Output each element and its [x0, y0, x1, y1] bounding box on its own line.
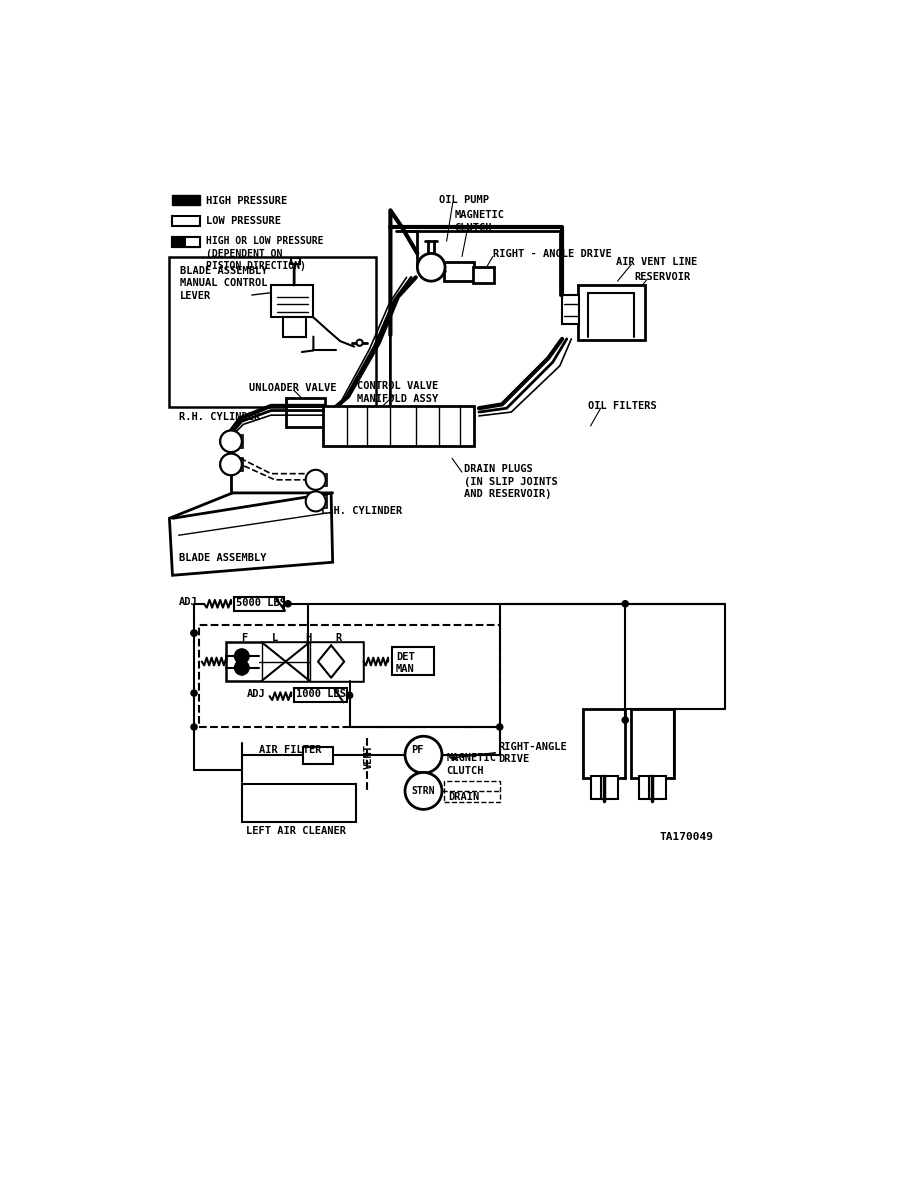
Circle shape: [191, 723, 197, 731]
Text: AIR FILTER: AIR FILTER: [260, 746, 322, 756]
Bar: [271, 285, 313, 317]
Text: ADJ: ADJ: [246, 689, 265, 700]
Circle shape: [220, 430, 241, 453]
Text: LOW PRESSURE: LOW PRESSURE: [207, 216, 281, 227]
Circle shape: [220, 454, 241, 475]
Bar: [231, 459, 243, 472]
Bar: [286, 398, 325, 428]
Bar: [323, 406, 474, 446]
Bar: [294, 689, 346, 702]
Text: STRN: STRN: [412, 786, 435, 796]
Text: AIR VENT LINE: AIR VENT LINE: [616, 257, 698, 266]
Text: TA170049: TA170049: [660, 832, 714, 842]
Text: CONTROL VALVE
MANIFOLD ASSY: CONTROL VALVE MANIFOLD ASSY: [357, 381, 439, 404]
Text: OIL PUMP: OIL PUMP: [439, 195, 489, 204]
Circle shape: [356, 340, 363, 346]
Bar: [444, 261, 474, 282]
Circle shape: [405, 737, 442, 773]
Circle shape: [306, 492, 326, 511]
Circle shape: [191, 630, 197, 636]
Bar: [231, 435, 243, 448]
Text: F: F: [241, 633, 247, 643]
Bar: [316, 495, 327, 507]
Text: VENT: VENT: [364, 744, 374, 769]
Text: UNLOADER VALVE: UNLOADER VALVE: [250, 383, 337, 393]
Bar: [173, 195, 200, 206]
Bar: [199, 625, 499, 727]
Text: HIGH OR LOW PRESSURE
(DEPENDENT ON
PISTON DIRECTION): HIGH OR LOW PRESSURE (DEPENDENT ON PISTO…: [207, 236, 324, 271]
Bar: [590, 776, 618, 800]
Bar: [316, 474, 327, 486]
Bar: [639, 776, 666, 800]
Bar: [241, 784, 356, 822]
Polygon shape: [170, 493, 332, 575]
Circle shape: [235, 661, 249, 675]
Text: DET
MAN: DET MAN: [396, 651, 415, 674]
Bar: [173, 236, 186, 247]
Bar: [262, 643, 309, 681]
Text: L.H. CYLINDER: L.H. CYLINDER: [321, 506, 402, 516]
Text: RIGHT-ANGLE
DRIVE: RIGHT-ANGLE DRIVE: [498, 741, 567, 764]
Circle shape: [497, 723, 503, 731]
Bar: [444, 781, 499, 802]
Circle shape: [220, 454, 241, 475]
Circle shape: [622, 601, 628, 607]
Circle shape: [235, 649, 249, 663]
Text: BLADE ASSEMBLY: BLADE ASSEMBLY: [179, 552, 266, 563]
Text: DRAIN PLUGS
(IN SLIP JOINTS
AND RESERVOIR): DRAIN PLUGS (IN SLIP JOINTS AND RESERVOI…: [464, 465, 557, 499]
Bar: [562, 295, 579, 324]
Text: 5000 LBS: 5000 LBS: [237, 598, 286, 607]
Text: ADJ: ADJ: [179, 596, 197, 607]
Bar: [392, 647, 434, 675]
Text: H: H: [305, 633, 311, 643]
Text: MAGNETIC
CLUTCH: MAGNETIC CLUTCH: [446, 753, 497, 776]
Bar: [303, 747, 332, 764]
Bar: [583, 708, 625, 778]
Bar: [227, 643, 364, 681]
Bar: [173, 216, 200, 226]
Text: R: R: [336, 633, 341, 643]
Text: BLADE ASSEMBLY
MANUAL CONTROL
LEVER: BLADE ASSEMBLY MANUAL CONTROL LEVER: [180, 266, 268, 301]
Circle shape: [306, 469, 326, 489]
Text: OIL FILTERS: OIL FILTERS: [588, 400, 657, 411]
Circle shape: [346, 693, 353, 699]
Circle shape: [220, 430, 241, 453]
Bar: [632, 708, 674, 778]
Text: RIGHT - ANGLE DRIVE: RIGHT - ANGLE DRIVE: [493, 248, 611, 259]
Text: 1000 LBS: 1000 LBS: [297, 689, 346, 700]
Bar: [473, 267, 495, 283]
Text: HIGH PRESSURE: HIGH PRESSURE: [207, 196, 287, 206]
Bar: [173, 236, 200, 247]
Bar: [170, 257, 375, 406]
Text: RESERVOIR: RESERVOIR: [634, 272, 690, 282]
Circle shape: [622, 718, 628, 723]
Text: R.H. CYLINDER: R.H. CYLINDER: [179, 412, 260, 422]
Bar: [283, 317, 306, 336]
Text: LEFT AIR CLEANER: LEFT AIR CLEANER: [246, 826, 346, 835]
Bar: [186, 236, 200, 247]
Circle shape: [191, 630, 197, 636]
Bar: [577, 285, 645, 341]
Circle shape: [418, 253, 445, 282]
Bar: [173, 236, 200, 247]
Text: L: L: [272, 633, 278, 643]
Circle shape: [405, 772, 442, 809]
Circle shape: [285, 601, 291, 607]
Bar: [234, 596, 285, 611]
Text: PF: PF: [411, 745, 423, 756]
Bar: [309, 643, 364, 681]
Text: DRAIN: DRAIN: [448, 791, 479, 802]
Bar: [291, 258, 300, 264]
Text: MAGNETIC
CLUTCH: MAGNETIC CLUTCH: [454, 210, 504, 233]
Circle shape: [191, 690, 197, 696]
